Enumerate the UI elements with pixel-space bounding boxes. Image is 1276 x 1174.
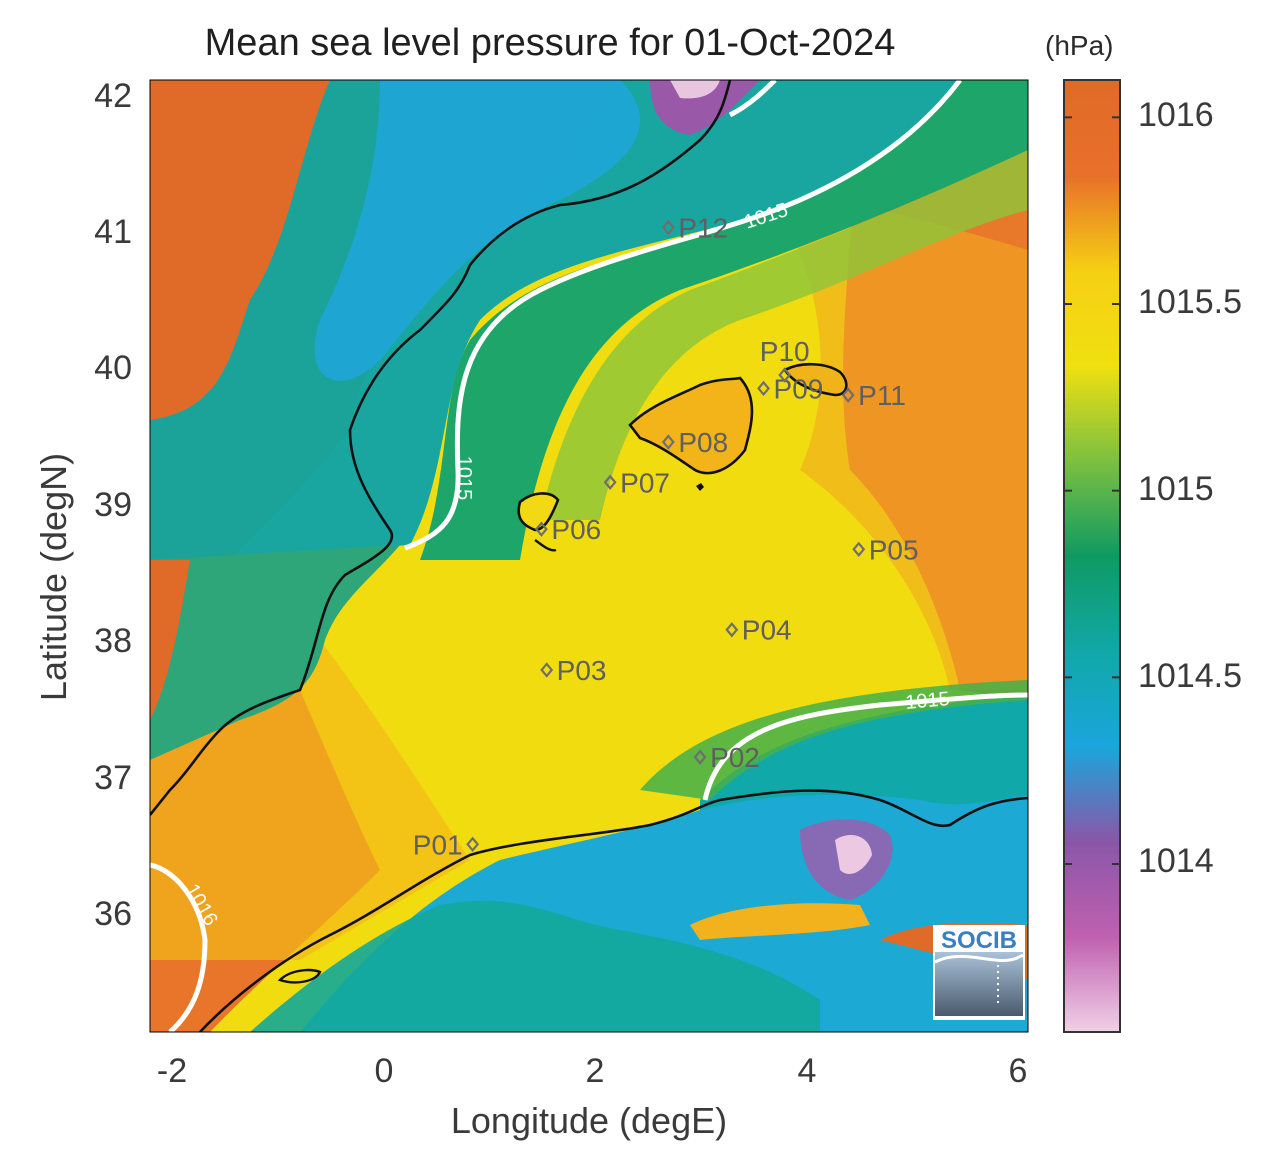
station-label-p03: P03 [557,655,607,686]
station-marker-p04 [725,622,739,638]
colorbar-tick: 1015 [1138,470,1214,508]
field-spain-coast-land [150,545,400,760]
colorbar-tick: 1015.5 [1138,283,1242,321]
station-label-p02: P02 [710,742,760,773]
island-ibiza [517,492,560,532]
x-tick: 4 [797,1052,817,1090]
chart-title: Mean sea level pressure for 01-Oct-2024 [204,22,896,64]
station-label-p07: P07 [620,467,670,498]
station-marker-p03 [540,662,554,678]
contour-1016-southwest [150,862,208,1032]
y-tick: 42 [94,77,132,115]
y-tick: 41 [94,213,132,251]
x-tick: 0 [374,1052,394,1090]
station-marker-p02 [693,749,707,765]
island-mallorca [628,376,754,475]
station-marker-p08 [661,434,675,450]
coastline-iberia [150,80,732,816]
colorbar-tick-marks [1064,116,1120,865]
map-area [150,80,1028,1032]
station-label-p04: P04 [742,615,792,646]
station-marker-p06 [534,521,548,537]
x-axis-label: Longitude (degE) [450,1100,728,1141]
contour-label-south: 1015 [904,688,950,714]
field-east-orange [760,180,1028,690]
contour-1015-pyrenees [728,80,777,118]
field-iberia-blue [314,80,640,381]
y-tick: 38 [94,622,132,660]
field-africa-teal [250,900,820,1032]
island-menorca [783,362,848,397]
station-marker-p11 [841,387,855,403]
field-spain-inland-orange [150,560,190,720]
colorbar-tick: 1014 [1138,842,1214,880]
colorbar-tick: 1014.5 [1138,657,1242,695]
station-marker-p05 [852,541,866,558]
colorbar-units: (hPa) [1045,30,1114,61]
contour-label-west: 1015 [453,456,475,501]
field-north-green [420,80,1028,560]
plot-frame [149,79,1029,1033]
field-pyrenees-peak [670,80,720,99]
station-label-p08: P08 [678,427,728,458]
x-tick: -2 [156,1052,188,1090]
y-axis-label: Latitude (degN) [33,452,74,702]
contour-1015-south [702,692,1028,801]
y-tick: 40 [94,349,132,387]
coastline-alboran [277,968,322,984]
station-label-p05: P05 [869,534,919,565]
colorbar [1063,79,1121,1033]
socib-logo: SOCIB [933,925,1025,1020]
island-cabrera [696,483,704,491]
station-marker-p12 [661,219,675,236]
island-formentera [534,539,557,552]
x-tick: 6 [1008,1052,1028,1090]
y-tick: 36 [94,895,132,933]
station-label-p01: P01 [413,829,463,860]
station-label-p06: P06 [551,514,601,545]
station-label-p11: P11 [858,380,906,411]
field-africa-peak [835,835,872,875]
station-label-p10: P10 [760,336,810,367]
contour-1015-north [404,80,962,551]
field-north-lightgreen [540,150,1028,520]
station-marker-p10 [778,367,792,383]
station-marker-p09 [757,380,770,397]
station-marker-p01 [466,836,480,853]
field-atlas-orange [690,903,870,940]
y-tick: 37 [94,759,132,797]
colorbar-tick: 1016 [1138,96,1214,134]
field-pyrenees-purple [650,80,760,135]
station-marker-p07 [603,474,617,490]
x-tick: 2 [585,1052,605,1090]
field-iberia-land-west [150,80,330,420]
y-tick: 39 [94,486,132,524]
field-southeast-green [640,680,1028,800]
station-label-p12: P12 [678,212,728,243]
logo-text: SOCIB [941,927,1017,954]
coastline-africa [199,789,1028,1032]
